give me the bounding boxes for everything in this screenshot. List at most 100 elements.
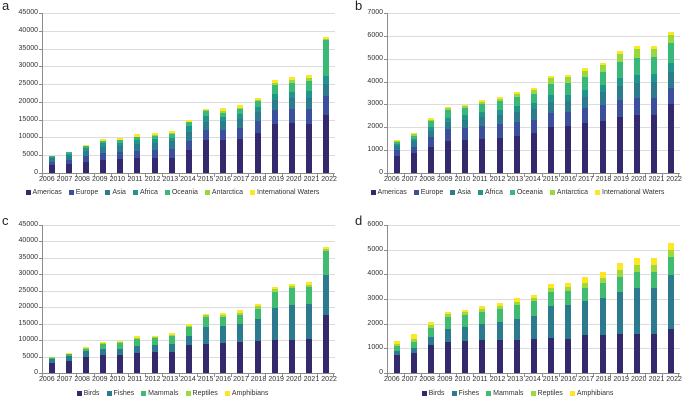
bar-segment-oceania [410, 135, 417, 139]
bar-segment-international-waters [633, 46, 640, 49]
x-axis-tick [644, 174, 646, 177]
x-axis-tick [507, 374, 509, 377]
x-axis-tick [162, 174, 164, 177]
x-axis-tick-label: 2020 [631, 376, 647, 383]
bar-2022 [668, 242, 675, 373]
bar-segment-fishes [48, 358, 55, 363]
bar-segment-antarctica [651, 48, 658, 58]
bar-2013 [168, 333, 175, 373]
x-axis-tick [76, 374, 78, 377]
legend-swatch-icon [132, 190, 138, 195]
bar-2007 [65, 353, 72, 373]
bar-segment-asia [496, 115, 503, 125]
legend-swatch-icon [450, 190, 456, 195]
x-axis-tick [179, 174, 181, 177]
bar-segment-africa [651, 74, 658, 83]
x-axis-tick [438, 174, 440, 177]
y-axis-tick-label: 4000 [367, 77, 383, 85]
x-axis-tick-label: 2017 [578, 376, 594, 383]
bar-2017 [237, 105, 244, 173]
legend-label: Mammals [493, 390, 524, 397]
x-axis-tick-label: 2018 [595, 376, 612, 383]
x-axis-tick-label: 2008 [74, 376, 90, 383]
x-axis-tick-label: 2020 [286, 176, 302, 183]
x-axis-labels: 2006 2007 2008 2009 2010 2011 2012 2013 2014 2015… [38, 376, 338, 383]
bar-segment-birds [220, 343, 227, 373]
bar-segment-fishes [445, 328, 452, 343]
bar-segment-fishes [633, 288, 640, 334]
bar-slot-2015 [543, 225, 560, 373]
x-axis-tick [575, 374, 577, 377]
bar-segment-africa [82, 147, 89, 151]
y-axis-tick [384, 225, 387, 226]
bar-2010 [117, 340, 124, 373]
x-axis-tick [59, 174, 61, 177]
y-axis-tick [39, 119, 42, 121]
bar-slot-2018 [249, 13, 266, 173]
bar-segment-americas [65, 163, 72, 173]
bar-segment-africa [306, 91, 313, 99]
bar-slot-2017 [577, 225, 594, 373]
bar-segment-mammals [393, 346, 400, 351]
bar-segment-mammals [479, 311, 486, 325]
bar-2008 [82, 144, 89, 173]
bar-segment-asia [151, 142, 158, 150]
bar-segment-antarctica [220, 111, 227, 113]
x-axis-tick [610, 174, 612, 177]
bar-2006 [393, 139, 400, 173]
x-axis-tick [507, 174, 509, 177]
x-axis-tick-label: 2006 [384, 176, 400, 183]
bar-segment-amphibians [65, 353, 72, 354]
gridline [43, 13, 335, 14]
bar-2007 [65, 151, 72, 173]
gridline [43, 101, 335, 103]
bar-segment-oceania [548, 84, 555, 96]
bar-slot-2014 [525, 13, 542, 173]
bar-segment-africa [427, 127, 434, 131]
bar-slot-2014 [525, 225, 542, 373]
bar-segment-asia [616, 85, 623, 100]
bar-2010 [462, 104, 469, 173]
bar-segment-africa [288, 91, 295, 99]
bar-segment-americas [582, 123, 589, 173]
bar-segment-europe [151, 149, 158, 159]
bar-segment-asia [633, 82, 640, 99]
bar-segment-americas [479, 139, 486, 173]
x-axis-tick [127, 374, 129, 377]
bar-segment-oceania [100, 141, 107, 144]
bar-slot-2011 [129, 13, 146, 173]
y-axis-tick-label: 1000 [367, 146, 383, 154]
x-axis-tick-label: 2017 [578, 176, 594, 183]
x-axis-tick [558, 374, 560, 377]
x-axis-tick-label: 2006 [39, 376, 55, 383]
y-axis-tick-label: 30000 [18, 62, 38, 70]
x-axis-tick [110, 374, 112, 377]
bar-slot-2010 [457, 13, 474, 173]
x-axis-tick [524, 174, 526, 177]
y-axis-tick [384, 249, 387, 251]
bar-slot-2013 [508, 225, 525, 373]
y-axis-tick [384, 348, 387, 350]
plot-area [42, 13, 335, 174]
x-axis-tick [593, 374, 595, 377]
legend-item-reptiles: Reptiles [530, 390, 563, 397]
legend-item-antarctica: Antarctica [549, 189, 588, 196]
bar-segment-reptiles [203, 315, 210, 317]
bar-segment-amphibians [479, 305, 486, 309]
y-axis-tick-label: 10000 [18, 336, 38, 344]
y-axis-tick-label: 3000 [367, 295, 383, 302]
plot-area [387, 13, 680, 174]
bar-segment-mammals [496, 309, 503, 322]
x-axis-tick-label: 2009 [436, 176, 453, 183]
bar-segment-birds [151, 352, 158, 373]
bar-segment-amphibians [616, 262, 623, 271]
bar-segment-asia [237, 119, 244, 128]
bar-segment-mammals [82, 348, 89, 352]
bar-segment-birds [548, 338, 555, 373]
y-axis-tick-label: 0 [379, 369, 383, 376]
legend-swatch-icon [106, 391, 112, 396]
legend-item-birds: Birds [76, 390, 100, 397]
bar-segment-antarctica [410, 134, 417, 136]
bar-segment-americas [254, 133, 261, 173]
